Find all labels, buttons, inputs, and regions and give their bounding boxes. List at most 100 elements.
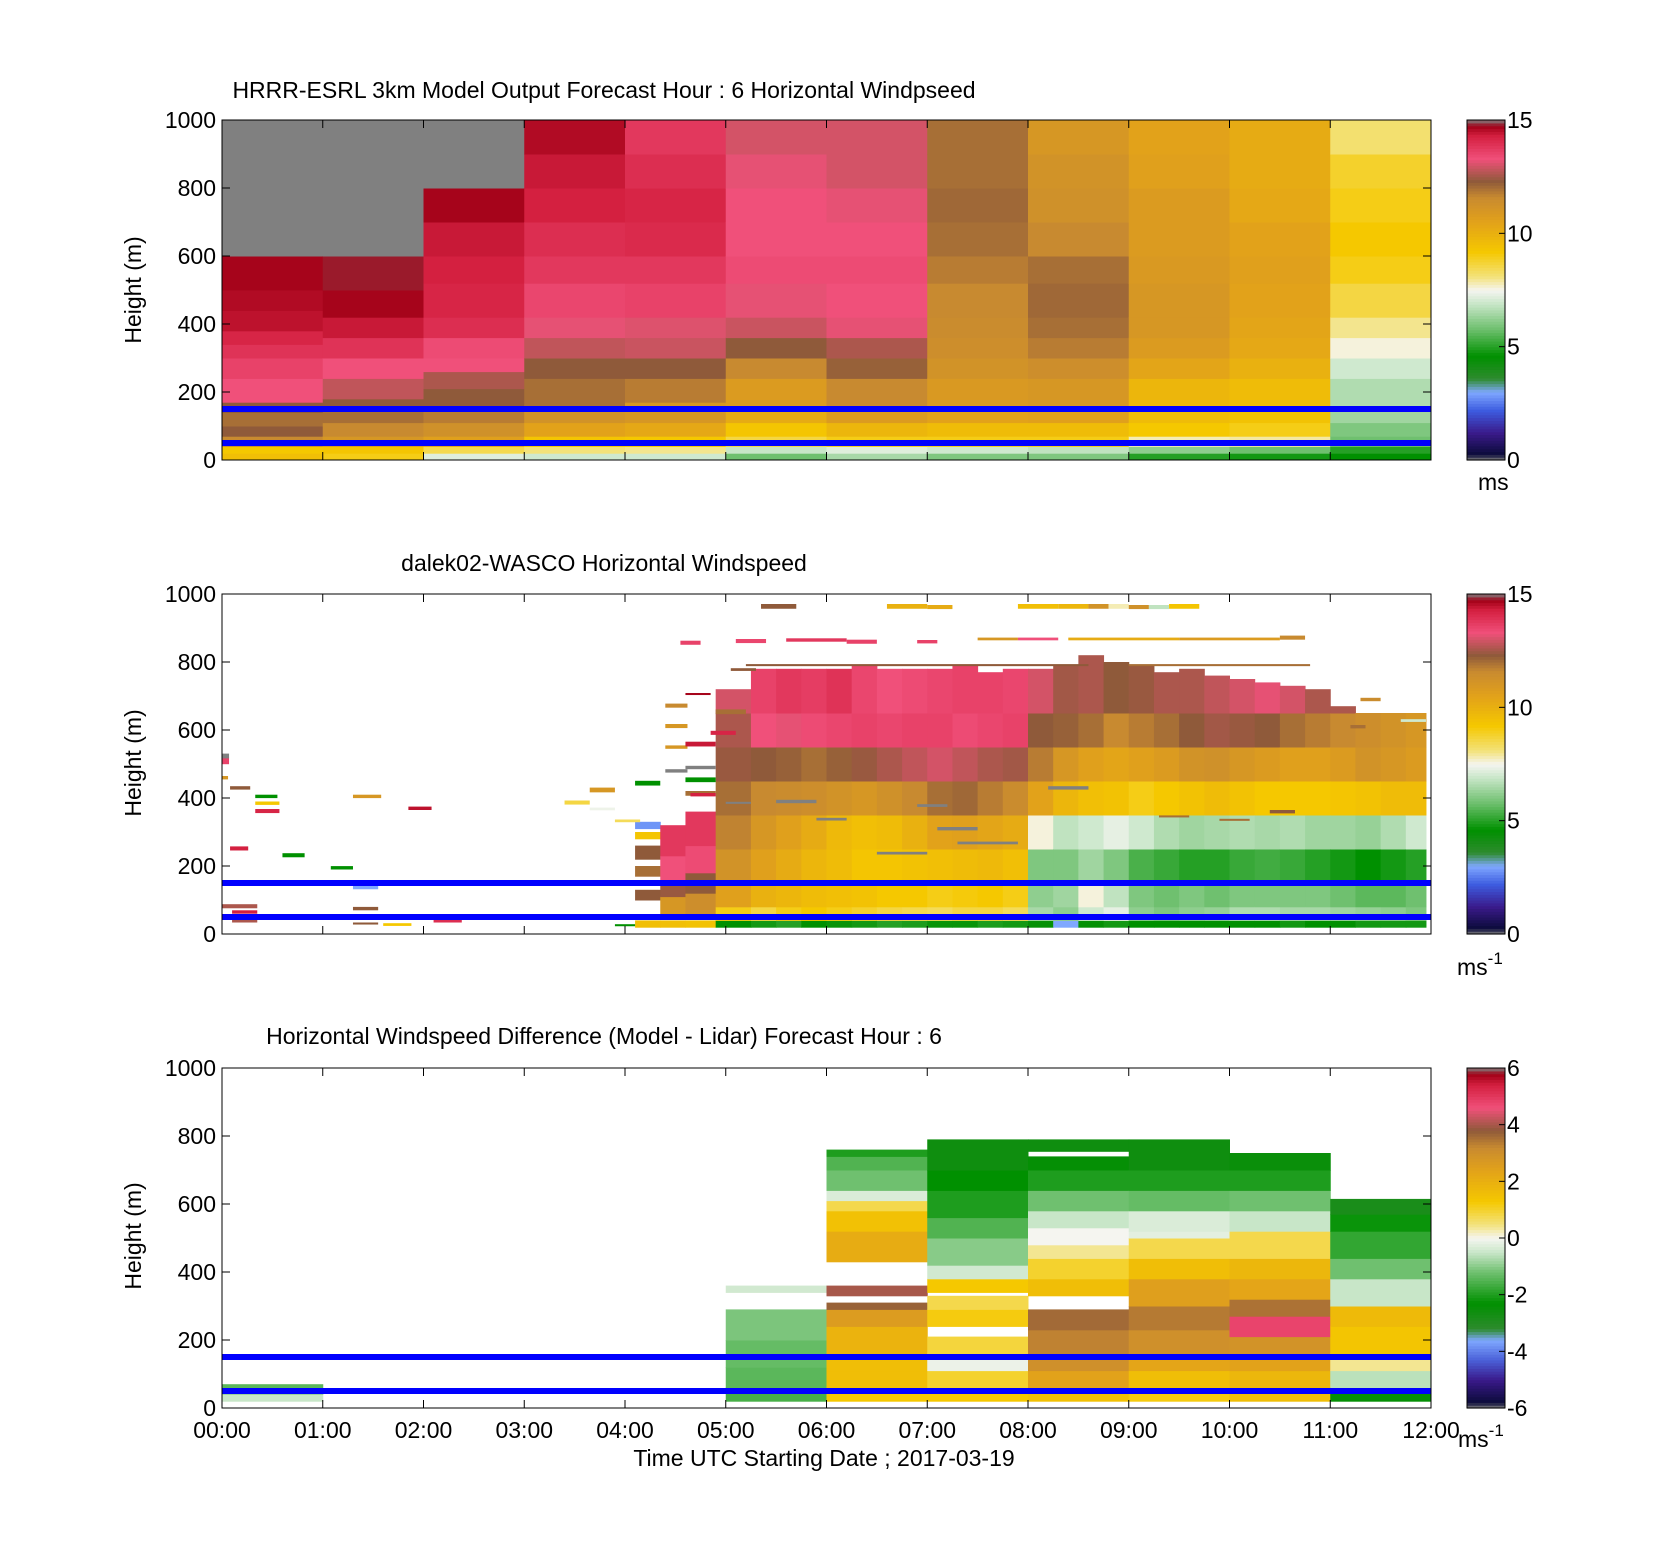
colorbar-segment: [1467, 329, 1505, 334]
heatmap-cell: [1103, 883, 1130, 908]
colorbar-segment: [1467, 335, 1505, 339]
heatmap-cell: [750, 781, 777, 816]
heatmap-cell: [1279, 685, 1306, 714]
colorbar-segment: [1467, 369, 1505, 373]
heatmap-cell: [635, 780, 661, 786]
heatmap-cell: [1405, 920, 1427, 928]
heatmap-cell: [826, 154, 928, 189]
heatmap-cell: [851, 747, 878, 782]
heatmap-cell: [902, 849, 928, 884]
heatmap-cell: [876, 851, 928, 855]
heatmap-cell: [222, 453, 324, 461]
heatmap-cell: [1355, 920, 1382, 928]
colorbar-segment: [1467, 1192, 1505, 1197]
heatmap-cell: [222, 290, 324, 311]
heatmap-cell: [1028, 446, 1130, 454]
heatmap-cell: [423, 222, 525, 257]
colorbar-segment: [1467, 1266, 1505, 1270]
colorbar-segment: [1467, 1076, 1505, 1080]
heatmap-cell: [1128, 605, 1149, 610]
colorbar-segment: [1467, 894, 1505, 898]
heatmap-cell: [826, 1285, 928, 1297]
heatmap-cell: [826, 256, 928, 284]
colorbar-segment: [1467, 241, 1505, 246]
heatmap-cell: [222, 310, 324, 332]
colorbar-segment: [1467, 883, 1505, 887]
heatmap-cell: [876, 920, 903, 928]
heatmap-cell: [1028, 668, 1054, 714]
heatmap-cell: [1017, 604, 1059, 609]
colorbar-segment: [1467, 1340, 1505, 1344]
colorbar-segment: [1467, 854, 1505, 859]
heatmap-cell: [801, 883, 827, 908]
colorbar-segment: [1467, 287, 1505, 291]
colorbar-segment: [1467, 806, 1505, 810]
heatmap-cell: [826, 1309, 928, 1327]
heatmap-cell: [1153, 849, 1180, 884]
colorbar-segment: [1467, 605, 1505, 609]
heatmap-cell: [952, 815, 979, 850]
heatmap-cell: [826, 222, 928, 257]
heatmap-cell: [801, 713, 827, 748]
colorbar-segment: [1467, 1144, 1505, 1148]
colorbar-segment: [1467, 710, 1505, 714]
heatmap-cell: [352, 922, 379, 925]
heatmap-cell: [826, 1149, 928, 1157]
heatmap-cell: [1128, 337, 1230, 359]
heatmap-cell: [625, 188, 727, 223]
colorbar-segment: [1467, 781, 1505, 785]
colorbar-segment: [1467, 1345, 1505, 1350]
colorbar-segment: [1467, 1249, 1505, 1253]
heatmap-cell: [1355, 849, 1382, 884]
x-tick-label: 12:00: [1402, 1417, 1460, 1443]
heatmap-cell: [776, 713, 802, 748]
heatmap-cell: [625, 422, 727, 437]
colorbar-segment: [1467, 1121, 1505, 1126]
heatmap-cell: [1330, 337, 1432, 359]
heatmap-cell: [801, 920, 827, 928]
colorbar-segment: [1467, 840, 1505, 844]
colorbar-segment: [1467, 1257, 1505, 1262]
x-tick-label: 02:00: [395, 1417, 453, 1443]
colorbar-segment: [1467, 162, 1505, 166]
y-tick-label: 0: [203, 921, 216, 947]
colorbar-frame: [1466, 119, 1506, 461]
colorbar-segment: [1467, 662, 1505, 666]
colorbar-segment: [1467, 1229, 1505, 1233]
heatmap-cell: [826, 815, 853, 850]
colorbar-segment: [1467, 151, 1505, 155]
colorbar-segment: [1467, 905, 1505, 910]
colorbar-segment: [1467, 428, 1505, 433]
heatmap-cell: [1153, 920, 1180, 928]
heatmap-cell: [902, 883, 928, 908]
heatmap-cell: [1229, 1231, 1331, 1259]
heatmap-cell: [952, 713, 979, 748]
heatmap-cell: [1279, 781, 1306, 816]
heatmap-cell: [1405, 781, 1427, 816]
colorbar-segment: [1467, 866, 1505, 870]
heatmap-cell: [322, 409, 424, 424]
colorbar-segment: [1467, 304, 1505, 308]
colorbar-segment: [1467, 594, 1505, 598]
heatmap-cell: [685, 893, 717, 915]
heatmap-cell: [1330, 1258, 1432, 1280]
heatmap-cell: [1305, 883, 1331, 908]
heatmap-cell: [1229, 1190, 1331, 1212]
heatmap-cell: [1380, 883, 1407, 908]
heatmap-cell: [715, 747, 752, 782]
heatmap-cell: [1254, 781, 1281, 816]
colorbar-segment: [1467, 690, 1505, 694]
heatmap-cell: [433, 919, 462, 923]
colorbar-segment: [1467, 1170, 1505, 1174]
heatmap-cell: [524, 154, 626, 189]
heatmap-cell: [876, 883, 903, 908]
colorbar-tick-label: 5: [1507, 808, 1520, 834]
colorbar-segment: [1467, 386, 1505, 390]
heatmap-cell: [383, 923, 412, 926]
heatmap-cell: [1028, 1244, 1130, 1259]
heatmap-cell: [1153, 815, 1180, 850]
panel-model-windspeed: HRRR-ESRL 3km Model Output Forecast Hour…: [120, 77, 1533, 495]
heatmap-cells: [222, 120, 1432, 461]
heatmap-cell: [1128, 120, 1230, 155]
colorbar-segment: [1467, 834, 1505, 839]
